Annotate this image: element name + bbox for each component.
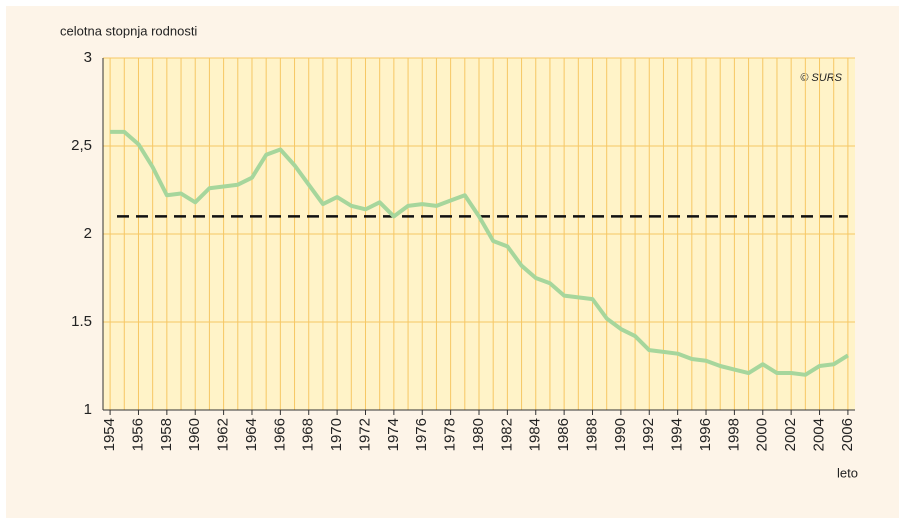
x-tick-label: 1980 <box>470 418 487 451</box>
x-tick-label: 1960 <box>186 418 203 451</box>
x-tick-label: 1984 <box>527 418 544 451</box>
x-tick-label: 2004 <box>810 418 827 451</box>
x-tick-label: 1986 <box>555 418 572 451</box>
x-tick-label: 1974 <box>385 418 402 451</box>
x-tick-label: 1962 <box>215 418 232 451</box>
x-tick-label: 1970 <box>328 418 345 451</box>
x-tick-label: 1954 <box>101 418 118 451</box>
data-line <box>110 129 849 377</box>
y-tick-label: 3 <box>84 49 92 66</box>
x-tick-label: 2002 <box>782 418 799 451</box>
x-tick-label: 1998 <box>725 418 742 451</box>
x-tick-label: 1968 <box>300 418 317 451</box>
y-tick-label: 2,5 <box>71 137 92 154</box>
x-tick-label: 2000 <box>754 418 771 451</box>
x-tick-label: 1994 <box>669 418 686 451</box>
x-axis-label: leto <box>837 465 858 480</box>
x-tick-label: 1990 <box>612 418 629 451</box>
x-tick-label: 1978 <box>442 418 459 451</box>
x-tick-label: 1972 <box>356 418 373 451</box>
x-tick-label: 1988 <box>583 418 600 451</box>
x-tick-label: 1992 <box>640 418 657 451</box>
x-tick-label: 2006 <box>839 418 856 451</box>
y-tick-label: 1.5 <box>71 313 92 330</box>
y-axis-label: celotna stopnja rodnosti <box>60 23 197 38</box>
y-tick-label: 2 <box>84 225 92 242</box>
x-tick-label: 1966 <box>271 418 288 451</box>
x-tick-label: 1958 <box>158 418 175 451</box>
x-tick-label: 1982 <box>498 418 515 451</box>
x-tick-label: 1976 <box>413 418 430 451</box>
y-tick-label: 1 <box>84 401 92 418</box>
annotation: © SURS <box>800 72 842 84</box>
x-tick-label: 1956 <box>129 418 146 451</box>
x-tick-label: 1964 <box>243 418 260 451</box>
x-tick-label: 1996 <box>697 418 714 451</box>
